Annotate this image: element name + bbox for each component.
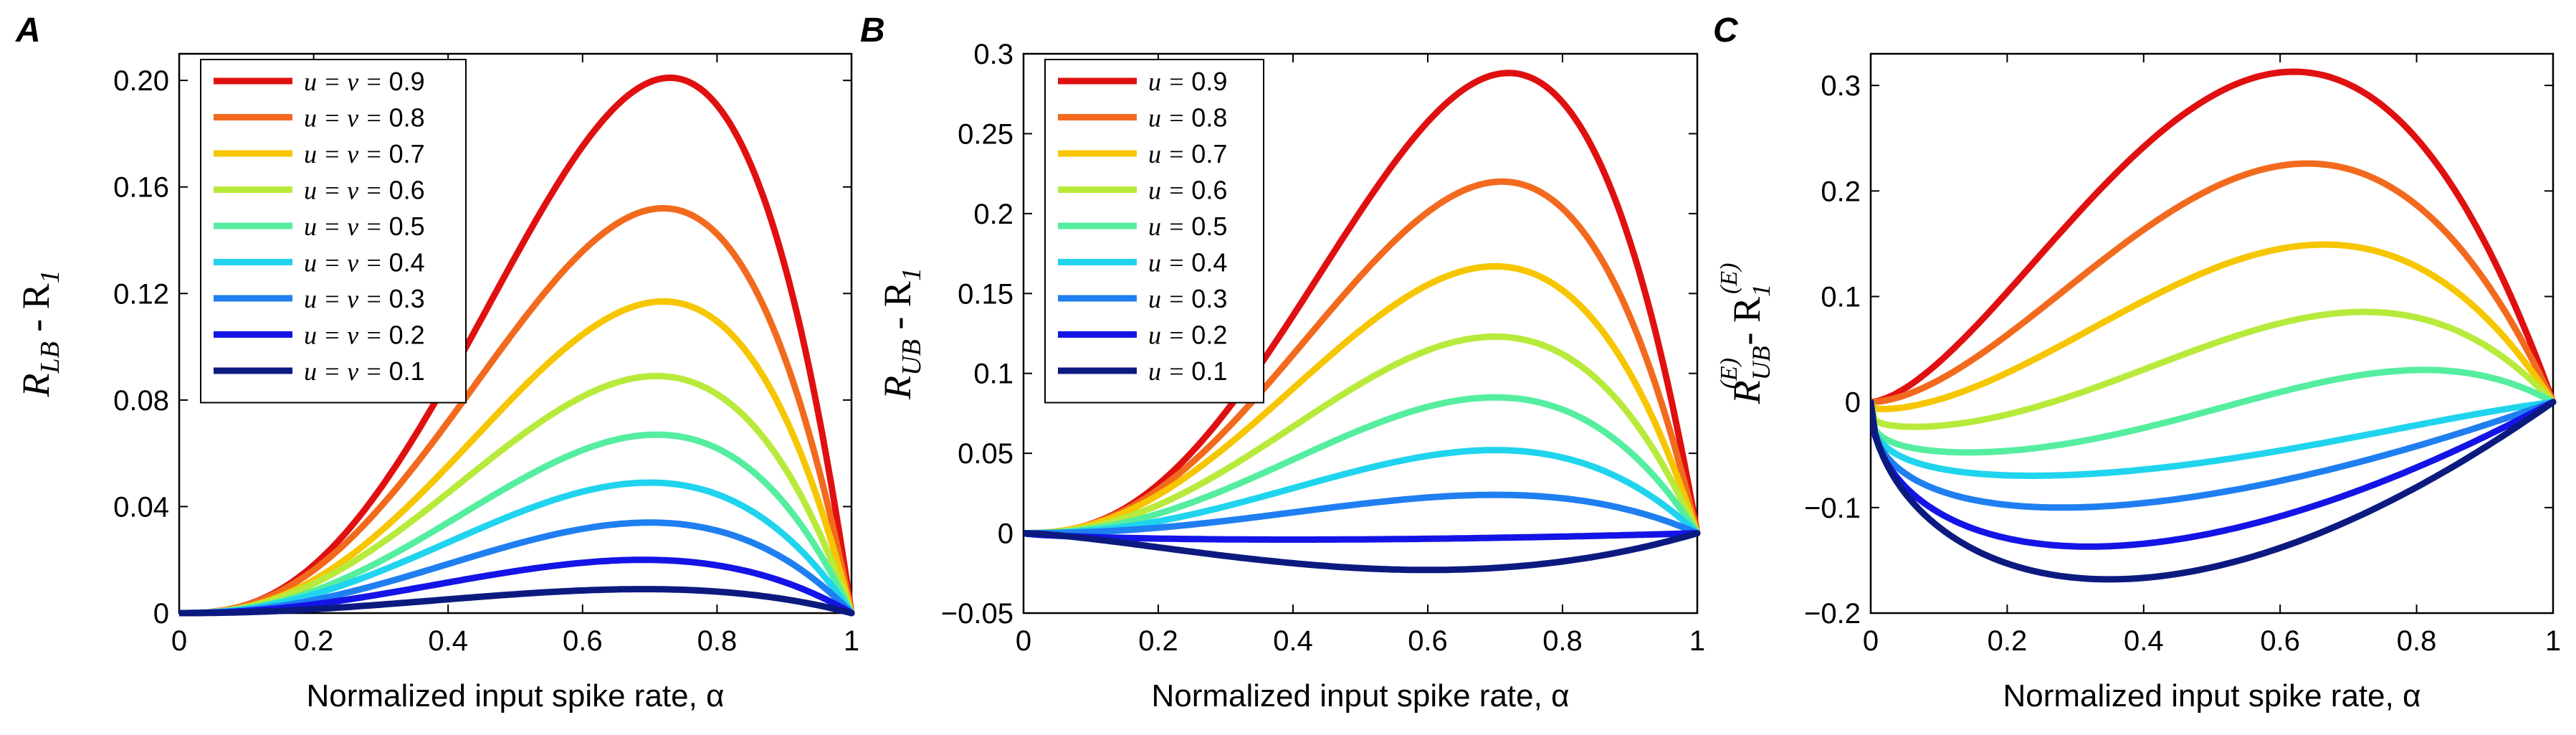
x-tick-label: 0.2 <box>1138 625 1178 657</box>
x-axis-label: Normalized input spike rate, α <box>1151 678 1569 713</box>
series-line-0-4 <box>1871 399 2557 479</box>
y-tick-label: 0.3 <box>1821 70 1861 102</box>
legend: u = v = 0.9 u = v = 0.8 u = v = 0.7 u = v =… <box>200 59 467 404</box>
y-tick-label: 0.08 <box>113 385 169 417</box>
legend-entry: u = 0.7 <box>1148 139 1227 169</box>
legend-entry: u = v = 0.9 <box>304 67 425 96</box>
panel-b: B0 0.2 0.4 0.6 0.8 1−0.0500.050.10.150.20.250… <box>860 11 1705 713</box>
series-line-u-0-7 <box>1024 262 1701 537</box>
series-line-u-v-0-2 <box>179 556 855 617</box>
y-tick-label: 0 <box>998 518 1013 550</box>
series-line-0-3 <box>1871 399 2557 511</box>
series-line-u-v-0-1 <box>179 586 855 617</box>
legend-entry: u = v = 0.2 <box>304 321 425 350</box>
x-tick-label: 0 <box>171 625 187 657</box>
x-tick-label: 0.8 <box>2397 625 2437 657</box>
legend-entry: u = v = 0.6 <box>304 176 425 205</box>
series-line-u-v-0-6 <box>179 372 855 617</box>
legend-entry: u = 0.5 <box>1148 212 1227 241</box>
legend-entry: u = 0.6 <box>1148 176 1227 205</box>
x-tick-label: 0.6 <box>1408 625 1448 657</box>
plot-frame <box>1869 52 2554 615</box>
y-tick-label: 0.3 <box>973 39 1013 70</box>
series-line-u-0-5 <box>1024 394 1701 537</box>
panel-label: B <box>860 11 885 49</box>
panel-c: C 0 0.2 0.4 0.6 0.8 1 −0.2 −0.1 0 0.1 0.2 0.3 Normali… <box>1713 11 2561 713</box>
series-line-u-0-1 <box>1024 530 1701 574</box>
legend-entry: u = 0.9 <box>1148 67 1227 96</box>
y-tick-label: 0.15 <box>958 278 1013 310</box>
series-line-0-1 <box>1871 399 2557 583</box>
y-axis-label: RLB - R1 <box>14 270 65 397</box>
x-tick-label: 0.2 <box>1988 625 2028 657</box>
y-tick-label: −0.05 <box>941 598 1013 630</box>
series-line-0-7 <box>1871 241 2557 412</box>
plot-frame <box>1022 52 1699 615</box>
y-tick-label: 0.12 <box>113 278 169 310</box>
series-line-u-0-2 <box>1024 530 1701 543</box>
legend-entry: u = v = 0.3 <box>304 284 425 313</box>
y-tick-label: 0.2 <box>1821 176 1861 207</box>
y-tick-label: 0.2 <box>973 199 1013 230</box>
y-tick-label: −0.2 <box>1804 598 1861 630</box>
panel-a: A 0 0.2 0.4 0.6 0.8 1 0 0.04 0.08 0.12 0.16 0.20 Norm… <box>14 11 859 713</box>
legend-entry: u = 0.4 <box>1148 248 1227 278</box>
x-tick-label: 1 <box>2545 625 2561 657</box>
series-line-u-0-3 <box>1024 491 1701 537</box>
x-tick-label: 0.4 <box>2124 625 2164 657</box>
legend-entry: u = v = 0.8 <box>304 103 425 133</box>
x-tick-label: 0.6 <box>563 625 603 657</box>
series-line-u-0-4 <box>1024 447 1701 537</box>
legend-entry: u = 0.1 <box>1148 356 1227 386</box>
y-axis-label: RUB - R1 <box>876 267 927 400</box>
panel-label: C <box>1713 11 1739 49</box>
x-tick-label: 1 <box>844 625 859 657</box>
legend-entry: u = v = 0.5 <box>304 212 425 241</box>
y-tick-label: 0.1 <box>1821 281 1861 313</box>
series-line-0-5 <box>1871 366 2557 456</box>
y-tick-label: 0 <box>1845 387 1861 419</box>
x-tick-label: 0.8 <box>697 625 738 657</box>
series-line-0-9 <box>1871 68 2557 406</box>
legend-entry: u = 0.3 <box>1148 284 1227 313</box>
panel-label: A <box>15 11 41 49</box>
x-tick-label: 0 <box>1016 625 1031 657</box>
legend-entry: u = 0.2 <box>1148 321 1227 350</box>
y-tick-label: 0 <box>153 598 169 630</box>
legend-entry: u = v = 0.1 <box>304 356 425 386</box>
y-tick-label: 0.04 <box>113 491 169 523</box>
series-line-u-0-6 <box>1024 333 1701 537</box>
x-tick-label: 1 <box>1689 625 1705 657</box>
y-axis-label: RUB(E) - R1(E) <box>1716 263 1775 405</box>
series-line-u-v-0-8 <box>179 204 855 617</box>
legend-entry: u = 0.8 <box>1148 103 1227 133</box>
series-line-0-2 <box>1871 399 2557 550</box>
x-tick-label: 0.8 <box>1542 625 1583 657</box>
x-tick-label: 0.2 <box>294 625 334 657</box>
y-tick-label: 0.1 <box>973 359 1013 390</box>
x-axis-label: Normalized input spike rate, α <box>306 678 724 713</box>
y-tick-label: −0.1 <box>1804 493 1861 524</box>
x-tick-label: 0.6 <box>2260 625 2300 657</box>
series-line-0-6 <box>1871 308 2557 430</box>
series-line-u-v-0-4 <box>179 479 855 617</box>
x-tick-label: 0.4 <box>1273 625 1313 657</box>
series-line-0-8 <box>1871 160 2557 406</box>
plot-frame <box>178 52 853 615</box>
y-tick-label: 0.25 <box>958 118 1013 150</box>
legend-entry: u = v = 0.4 <box>304 248 425 278</box>
legend: u = 0.9 u = 0.8 u = 0.7 u = 0.6 u = 0.5 u = 0… <box>1044 59 1264 404</box>
y-tick-label: 0.20 <box>113 65 169 97</box>
y-tick-label: 0.16 <box>113 172 169 204</box>
y-tick-label: 0.05 <box>958 438 1013 470</box>
x-axis-label: Normalized input spike rate, α <box>2003 678 2420 713</box>
legend-entry: u = v = 0.7 <box>304 139 425 169</box>
x-tick-label: 0.4 <box>428 625 468 657</box>
x-tick-label: 0 <box>1863 625 1879 657</box>
